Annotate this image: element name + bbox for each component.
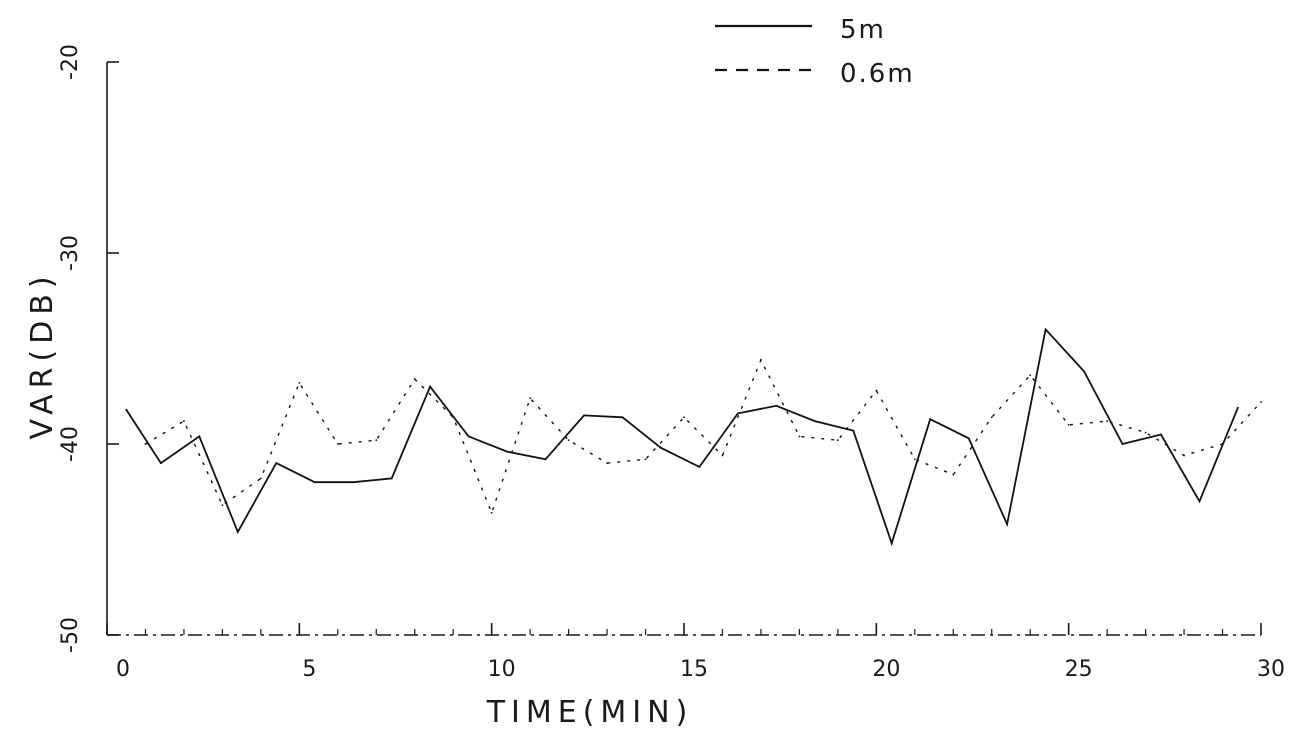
- y-ticks: -50 -40 -30 -20: [58, 44, 119, 653]
- data-point-5m-7: [390, 477, 393, 480]
- data-point-0.6m-15: [721, 454, 724, 457]
- data-point-5m-14: [660, 446, 662, 449]
- data-point-0.6m-24: [1067, 424, 1070, 426]
- data-point-5m-10: [506, 450, 508, 453]
- data-point-0.6m-18: [836, 439, 839, 442]
- x-tick-label-0: 0: [116, 657, 130, 682]
- data-point-0.6m-14: [683, 416, 685, 419]
- data-point-0.6m-8: [452, 416, 455, 419]
- data-point-5m-12: [583, 414, 585, 417]
- data-point-0.6m-7: [413, 378, 416, 380]
- data-point-0.6m-6: [375, 439, 378, 442]
- data-point-5m-3: [236, 530, 239, 533]
- legend: 5m 0.6m: [715, 15, 915, 89]
- legend-label-0.6m: 0.6m: [840, 59, 915, 89]
- data-point-0.6m-12: [606, 462, 608, 464]
- x-tick-label-20: 20: [872, 657, 900, 682]
- data-point-0.6m-19: [875, 389, 878, 392]
- data-point-5m-11: [544, 458, 547, 461]
- data-point-5m-25: [1083, 370, 1085, 373]
- legend-label-5m: 5m: [840, 15, 886, 45]
- data-point-5m-18: [813, 420, 816, 422]
- data-point-5m-16: [736, 412, 739, 415]
- data-point-5m-6: [352, 481, 355, 484]
- series-group: [125, 327, 1262, 547]
- legend-entry-0.6m: 0.6m: [715, 59, 915, 89]
- data-point-5m-9: [467, 435, 470, 438]
- data-point-5m-28: [1198, 500, 1201, 503]
- data-point-5m-5: [313, 481, 316, 484]
- data-point-5m-1: [159, 462, 162, 464]
- legend-entry-5m: 5m: [715, 15, 886, 45]
- data-point-5m-26: [1121, 443, 1124, 445]
- y-tick-label--20: -20: [58, 44, 83, 80]
- data-point-5m-8: [429, 385, 432, 388]
- data-point-5m-22: [967, 437, 970, 440]
- y-tick-label--50: -50: [58, 617, 83, 653]
- data-point-5m-29: [1237, 406, 1239, 409]
- data-point-5m-2: [198, 435, 201, 438]
- x-ticks: 0 5 10 15 20 25 30: [106, 623, 1285, 682]
- data-point-0.6m-25: [1106, 420, 1109, 422]
- data-point-0.6m-29: [1260, 401, 1262, 403]
- x-tick-label-30: 30: [1257, 657, 1285, 682]
- data-point-0.6m-2: [221, 504, 224, 507]
- data-point-5m-20: [890, 542, 893, 545]
- data-point-0.6m-21: [952, 473, 955, 476]
- y-axis-title: VAR(DB): [25, 270, 60, 439]
- data-point-0.6m-5: [336, 443, 339, 445]
- y-tick-label--40: -40: [58, 426, 83, 462]
- data-point-0.6m-11: [567, 439, 570, 442]
- data-point-0.6m-16: [760, 359, 762, 361]
- data-point-0.6m-13: [644, 458, 647, 461]
- data-point-0.6m-3: [259, 477, 262, 480]
- data-point-0.6m-20: [913, 458, 916, 461]
- data-point-5m-27: [1160, 433, 1162, 436]
- data-point-5m-17: [775, 404, 778, 407]
- data-point-0.6m-1: [183, 420, 185, 422]
- x-axis-title: TIME(MIN): [486, 695, 694, 730]
- data-point-0.6m-27: [1183, 454, 1185, 457]
- data-point-5m-0: [125, 408, 128, 411]
- x-tick-label-25: 25: [1065, 657, 1093, 682]
- x-tick-label-15: 15: [680, 657, 708, 682]
- data-point-0.6m-23: [1029, 374, 1032, 377]
- y-tick-label--30: -30: [58, 235, 83, 271]
- data-point-0.6m-9: [490, 511, 493, 514]
- data-point-5m-24: [1044, 328, 1047, 331]
- data-point-5m-13: [621, 416, 624, 419]
- data-point-0.6m-22: [990, 416, 993, 419]
- x-tick-label-5: 5: [302, 657, 316, 682]
- data-point-0.6m-4: [298, 381, 301, 384]
- series-line-5m: [125, 327, 1239, 547]
- data-point-0.6m-28: [1221, 443, 1224, 445]
- data-point-0.6m-26: [1144, 431, 1147, 434]
- data-point-0.6m-0: [144, 443, 147, 445]
- series-line-0.6m: [145, 358, 1262, 515]
- data-point-5m-4: [275, 462, 278, 464]
- x-tick-label-10: 10: [488, 657, 516, 682]
- data-point-5m-23: [1006, 523, 1009, 526]
- data-point-5m-21: [929, 418, 932, 421]
- data-point-5m-19: [852, 429, 855, 432]
- data-point-0.6m-10: [529, 397, 532, 400]
- data-point-0.6m-17: [798, 435, 801, 438]
- data-point-5m-15: [698, 466, 701, 468]
- axes: [106, 62, 1261, 636]
